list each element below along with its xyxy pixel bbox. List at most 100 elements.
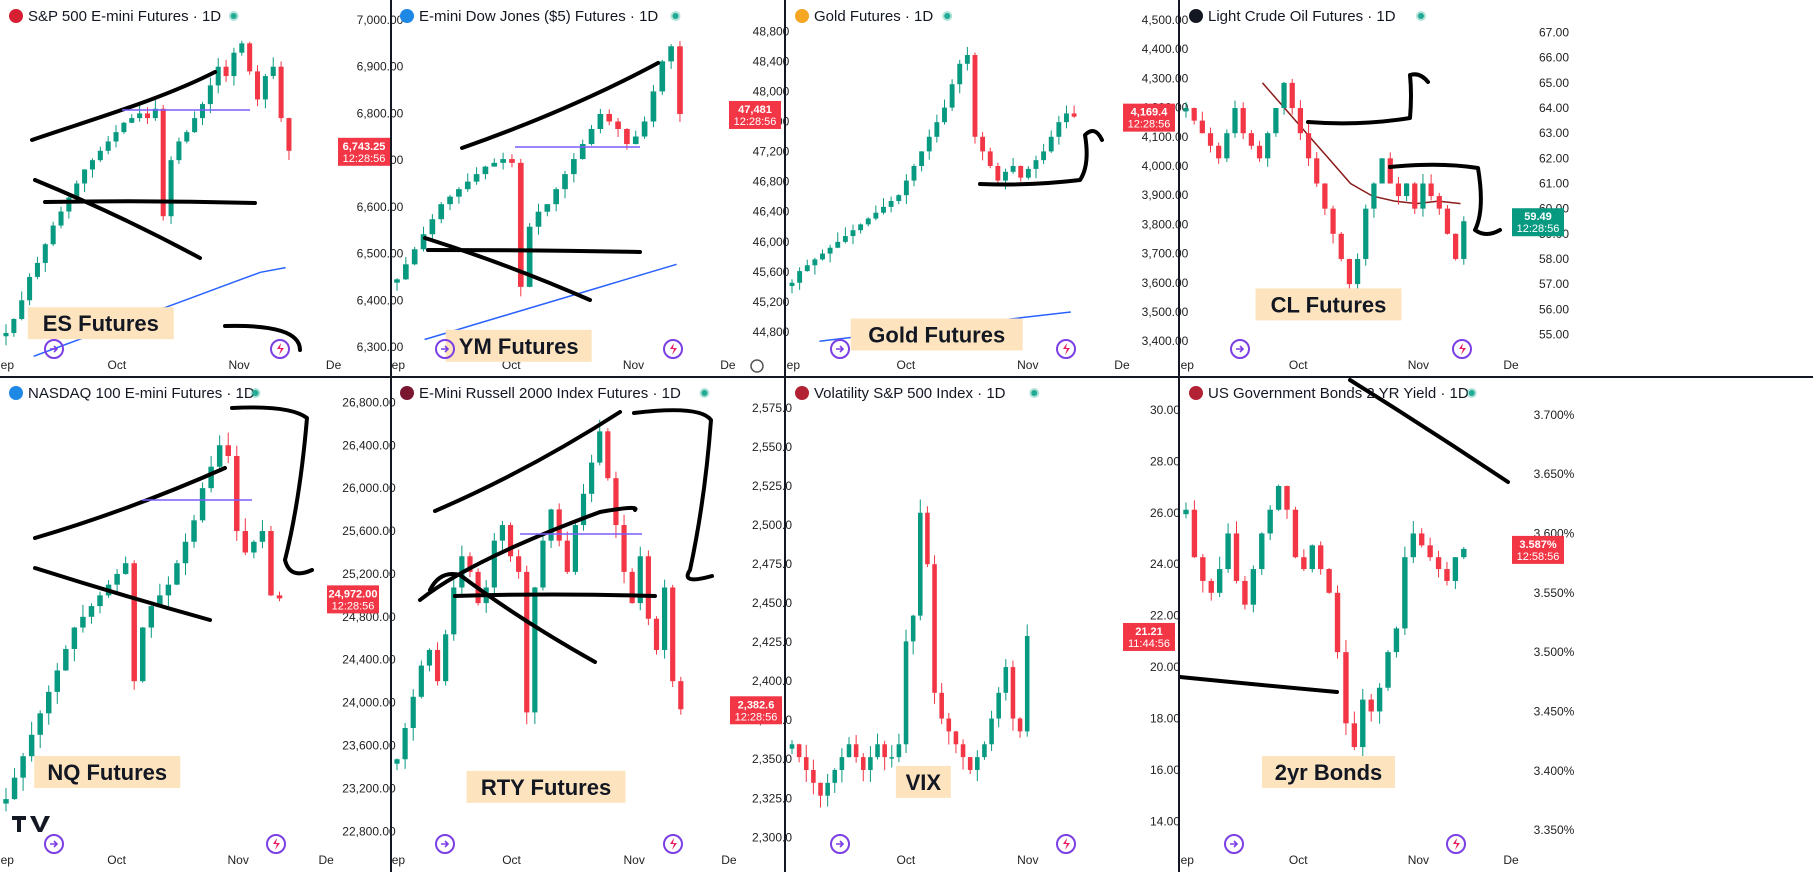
chart-tools[interactable] bbox=[1224, 834, 1466, 854]
candle bbox=[259, 520, 266, 549]
candle-body bbox=[429, 219, 436, 235]
candle-body bbox=[42, 244, 48, 263]
candle bbox=[1200, 553, 1206, 593]
chart-header[interactable]: Light Crude Oil Futures · 1D bbox=[1189, 8, 1426, 25]
candle bbox=[11, 768, 18, 800]
chart-title: NASDAQ 100 E-mini Futures · 1D bbox=[28, 385, 255, 402]
compare-icon[interactable] bbox=[830, 339, 850, 359]
compare-arrow bbox=[1230, 840, 1239, 848]
chart-header[interactable]: E-Mini Russell 2000 Index Futures · 1D bbox=[400, 385, 710, 402]
compare-icon[interactable] bbox=[1230, 339, 1250, 359]
chart-tools[interactable] bbox=[830, 834, 1076, 854]
y-tick-label: 63.00 bbox=[1539, 126, 1569, 140]
compare-icon[interactable] bbox=[435, 834, 455, 854]
chart-header[interactable]: E-mini Dow Jones ($5) Futures · 1D bbox=[400, 8, 681, 25]
candle-body bbox=[184, 132, 190, 142]
candle-body bbox=[535, 211, 542, 227]
candle bbox=[500, 152, 506, 170]
chart-tools[interactable] bbox=[44, 339, 290, 359]
chart-panel-3[interactable]: 67.0066.0065.0064.0063.0062.0061.0060.00… bbox=[1181, 8, 1570, 372]
candle bbox=[89, 158, 95, 178]
y-tick-label: 44,800 bbox=[753, 325, 790, 339]
candle-body bbox=[1461, 221, 1467, 259]
compare-icon[interactable] bbox=[830, 834, 850, 854]
chart-header[interactable]: US Government Bonds 2 YR Yield · 1D bbox=[1189, 385, 1477, 402]
chart-tools[interactable] bbox=[44, 834, 286, 854]
chart-tools[interactable] bbox=[435, 834, 683, 854]
candle-body bbox=[411, 249, 418, 265]
chart-panel-2[interactable]: 4,500.004,400.004,300.004,200.004,100.00… bbox=[787, 8, 1189, 372]
y-tick-label: 4,000.00 bbox=[1142, 159, 1189, 173]
candle bbox=[37, 710, 43, 749]
annotation-label: CL Futures bbox=[1255, 288, 1402, 321]
alert-lightning-icon[interactable] bbox=[663, 834, 683, 854]
y-tick-label: 66.00 bbox=[1539, 51, 1569, 65]
y-tick-label: 6,900.00 bbox=[357, 60, 404, 74]
compare-icon[interactable] bbox=[44, 834, 64, 854]
candle-body bbox=[140, 627, 146, 682]
candle bbox=[903, 629, 909, 754]
chart-panel-6[interactable]: 30.00 28.00 26.00 24.00 22.00 20.00 18.00 16.00… bbox=[789, 385, 1181, 867]
candle-body bbox=[113, 132, 119, 142]
alert-lightning-icon[interactable] bbox=[270, 339, 290, 359]
chart-header[interactable]: S&P 500 E-mini Futures · 1D bbox=[9, 8, 239, 25]
chart-tools[interactable] bbox=[830, 339, 1076, 359]
candle bbox=[1461, 216, 1467, 265]
symbol-badge-icon bbox=[795, 386, 809, 400]
candle-body bbox=[402, 728, 408, 760]
alert-lightning-icon[interactable] bbox=[663, 339, 683, 359]
chart-header[interactable]: Volatility S&P 500 Index · 1D bbox=[795, 385, 1040, 402]
candle bbox=[953, 730, 959, 754]
chart-panel-4[interactable]: 26,800.00 26,400.00 26,000.00 25,600.00 25,2… bbox=[1, 385, 396, 867]
compare-icon[interactable] bbox=[44, 339, 64, 359]
candle bbox=[597, 419, 603, 466]
y-tick-label: 3,500.00 bbox=[1142, 305, 1189, 319]
candle bbox=[174, 559, 180, 586]
candle bbox=[122, 556, 129, 575]
candle-body bbox=[1216, 145, 1222, 159]
candle-body bbox=[1436, 196, 1442, 209]
candle bbox=[572, 519, 578, 575]
candle bbox=[789, 740, 795, 755]
alert-lightning-icon[interactable] bbox=[1446, 834, 1466, 854]
alert-lightning-icon[interactable] bbox=[1056, 834, 1076, 854]
candle bbox=[812, 257, 818, 275]
candle-body bbox=[426, 649, 433, 666]
chart-header[interactable]: NASDAQ 100 E-mini Futures · 1D bbox=[9, 385, 261, 402]
y-tick-label: 24,400.00 bbox=[342, 653, 396, 667]
compare-arrow bbox=[1236, 345, 1245, 353]
candle-body bbox=[225, 445, 231, 456]
price-tag-bg bbox=[730, 696, 782, 725]
chart-tools[interactable] bbox=[435, 339, 683, 359]
candle bbox=[223, 59, 229, 82]
candle bbox=[939, 682, 944, 725]
compare-icon[interactable] bbox=[435, 339, 455, 359]
alert-lightning-icon[interactable] bbox=[1452, 339, 1472, 359]
candle-body bbox=[846, 744, 852, 758]
candle-body bbox=[74, 183, 80, 198]
y-tick-label: 6,600.00 bbox=[357, 200, 404, 214]
x-axis: ep Oct Nov De bbox=[1181, 358, 1519, 372]
compare-icon[interactable] bbox=[1224, 834, 1244, 854]
chart-panel-5[interactable]: 2,575.0 2,550.0 2,525.0 2,500.0 2,475.0 2,450… bbox=[392, 385, 793, 867]
alert-lightning-icon[interactable] bbox=[1056, 339, 1076, 359]
candle bbox=[114, 569, 120, 595]
chart-tools[interactable] bbox=[1230, 339, 1472, 359]
candle-body bbox=[491, 162, 498, 167]
x-tick-label: ep bbox=[392, 853, 406, 867]
chart-header[interactable]: Gold Futures · 1D bbox=[795, 8, 953, 25]
chart-panel-7[interactable]: 3.700%3.650%3.600%3.550%3.500%3.450%3.40… bbox=[1181, 385, 1575, 867]
candle-body bbox=[71, 627, 78, 649]
x-tick-label: Oct bbox=[108, 358, 127, 372]
candle-body bbox=[1360, 699, 1366, 748]
y-tick-label: 26,000.00 bbox=[342, 481, 396, 495]
candle-body bbox=[507, 525, 514, 557]
candle bbox=[925, 506, 930, 568]
candle bbox=[1419, 528, 1425, 548]
y-tick-label: 2,500.0 bbox=[752, 518, 792, 532]
candle-body bbox=[1385, 652, 1391, 688]
alert-lightning-icon[interactable] bbox=[266, 834, 286, 854]
candle-body bbox=[650, 91, 657, 122]
chart-panel-1[interactable]: 48,80048,40048,00047,60047,20046,80046,4… bbox=[392, 8, 790, 372]
settings-icon[interactable] bbox=[750, 359, 764, 373]
